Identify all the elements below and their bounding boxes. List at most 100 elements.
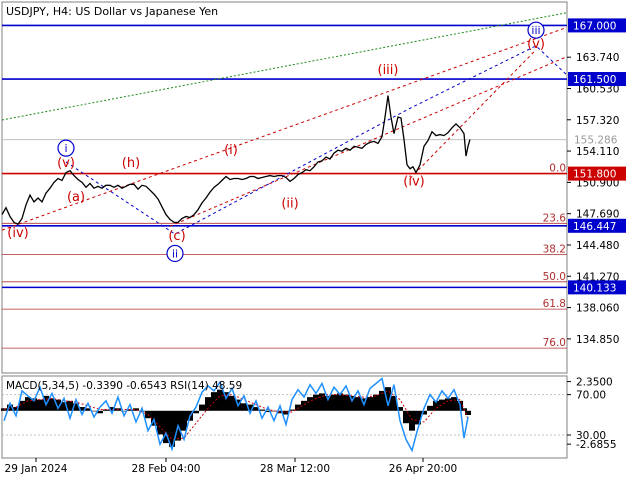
fib-label-0: 0.0	[549, 163, 566, 175]
histogram-bar-65	[391, 395, 397, 411]
histogram-bar-74	[445, 398, 451, 411]
level-tag-bg-1	[568, 72, 626, 87]
time-tick-label-3: 26 Apr 20:00	[389, 463, 457, 475]
time-tick-label-2: 28 Mar 12:00	[260, 463, 330, 475]
wave-label-2: i	[64, 142, 67, 155]
histogram-bar-72	[433, 400, 439, 411]
chart-title: USDJPY, H4: US Dollar vs Japanese Yen	[6, 5, 218, 18]
histogram-bar-68	[409, 410, 415, 431]
indicator-tick-label-2: 30.00	[576, 430, 606, 442]
price-tick-label-0: 163.740	[576, 52, 619, 64]
wave-circle-12	[527, 21, 545, 39]
macd-histogram	[1, 387, 471, 447]
level-tag-bg-3	[568, 218, 626, 233]
histogram-bar-34	[205, 397, 211, 411]
histogram-bar-5	[31, 398, 37, 411]
wave-label-11: (v)	[527, 37, 545, 52]
time-axis: 29 Jan 2024 28 Feb 04:00 28 Mar 12:00 26 Ap…	[5, 458, 457, 475]
histogram-bar-8	[49, 398, 55, 411]
histogram-bar-20	[121, 410, 127, 412]
ma-dotted-line	[1, 12, 568, 121]
histogram-bar-51	[307, 397, 313, 411]
fib-label-2: 38.2	[543, 244, 566, 256]
histogram-bar-38	[229, 395, 235, 411]
histogram-bar-57	[343, 394, 349, 411]
level-tag-4: 140.133	[573, 282, 616, 294]
price-tick-label-3: 154.110	[576, 146, 619, 158]
fibonacci-levels: 0.0 23.6 38.2 50.0 61.8 76.0	[2, 139, 567, 349]
level-tags: 155.286 167.000 161.500 151.800 146.447 140.1…	[568, 18, 626, 295]
indicator-tick-label-0: 2.3500	[576, 377, 613, 389]
indicator-title: MACD(5,34,5) -0.3390 -0.6543 RSI(14) 48.…	[6, 380, 242, 392]
histogram-bar-9	[55, 399, 61, 411]
histogram-bar-75	[451, 397, 457, 411]
histogram-bar-40	[241, 403, 247, 411]
indicator-plot-frame	[1, 375, 568, 459]
red-channel-line-0	[1, 26, 568, 231]
histogram-bar-43	[259, 409, 265, 411]
histogram-bar-73	[439, 399, 445, 411]
histogram-bar-12	[73, 403, 79, 411]
histogram-bar-14	[85, 408, 91, 411]
histogram-bar-22	[133, 408, 139, 411]
macd-signal-line	[3, 390, 469, 440]
histogram-bar-26	[157, 410, 163, 435]
histogram-bar-52	[313, 394, 319, 411]
wave-label-0: (iv)	[7, 226, 28, 241]
horizontal-levels	[2, 24, 567, 289]
wave-circle-6	[166, 244, 184, 263]
histogram-bar-67	[403, 410, 409, 424]
histogram-bar-3	[19, 400, 25, 411]
histogram-bar-16	[97, 410, 103, 414]
histogram-bar-56	[337, 393, 343, 411]
histogram-bar-55	[331, 394, 337, 411]
histogram-bar-0	[1, 408, 7, 411]
time-tick-label-0: 29 Jan 2024	[5, 463, 68, 475]
price-axis: 163.740160.530157.320154.110150.900147.6…	[567, 52, 619, 346]
histogram-bar-4	[25, 397, 31, 411]
red-channel-line-1	[169, 56, 568, 227]
price-tick-label-1: 160.530	[576, 83, 619, 95]
histogram-bar-27	[163, 410, 169, 444]
wave-label-9: (iii)	[378, 63, 399, 78]
histogram-bar-33	[199, 404, 205, 411]
histogram-bar-30	[181, 410, 187, 431]
histogram-bar-15	[91, 410, 97, 412]
histogram-bar-61	[367, 397, 373, 411]
histogram-bar-69	[415, 410, 421, 425]
price-tick-label-8: 138.060	[576, 303, 619, 315]
histogram-bar-70	[421, 410, 427, 415]
price-line	[1, 95, 471, 226]
histogram-bar-18	[109, 407, 115, 411]
main-plot-frame	[1, 1, 568, 374]
wave-label-7: (i)	[224, 143, 238, 158]
histogram-bar-10	[61, 402, 67, 411]
wave-label-1: (v)	[57, 156, 75, 171]
current-price-tag-bg	[569, 132, 625, 147]
price-tick-label-7: 141.270	[576, 271, 619, 283]
current-price-tag: 155.286	[574, 135, 618, 147]
indicator-tick-label-1: 70.00	[576, 390, 606, 402]
trend-overlays	[1, 12, 568, 235]
histogram-bar-44	[265, 410, 271, 413]
level-tag-bg-0	[568, 18, 626, 33]
price-tick-label-2: 157.320	[576, 115, 619, 127]
level-tag-3: 146.447	[573, 221, 616, 233]
price-tick-label-9: 134.850	[576, 334, 619, 346]
fib-label-5: 76.0	[543, 337, 566, 349]
fib-label-3: 50.0	[543, 271, 566, 283]
histogram-bar-45	[271, 410, 277, 412]
level-tag-1: 161.500	[573, 74, 616, 86]
histogram-bar-1	[7, 404, 13, 411]
wave-label-12: iii	[531, 24, 540, 37]
histogram-bar-13	[79, 407, 85, 411]
histogram-bar-49	[295, 404, 301, 411]
price-tick-label-5: 147.690	[576, 209, 619, 221]
histogram-bar-41	[247, 404, 253, 411]
indicator-grid	[2, 394, 567, 436]
time-tick-label-1: 28 Feb 04:00	[132, 463, 201, 475]
wave-labels: (iv)(v)i(a)(h)(c)ii(i)(ii)(iii)(iv)(v)ii…	[7, 21, 545, 263]
histogram-bar-64	[385, 387, 391, 411]
